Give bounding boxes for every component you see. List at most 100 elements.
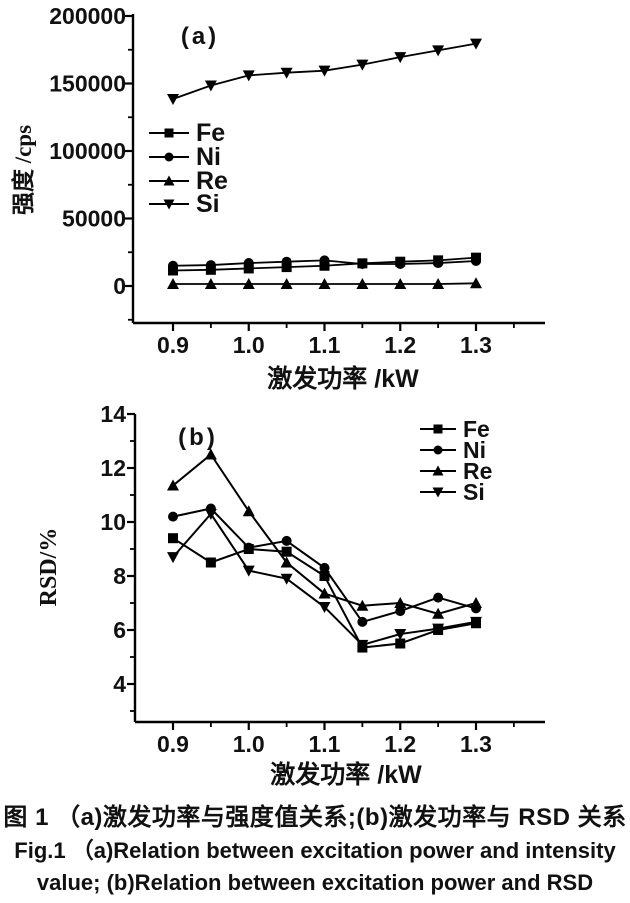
- series-Si-point: [242, 70, 255, 82]
- legend-label-Re: Re: [196, 167, 228, 195]
- chart-b-rsd-vs-power: 4 6 8 10 12 14 0.9 1.0 1.1 1.2 1.3 激发功率 /kW RSD/% (b)…: [36, 401, 545, 789]
- series-Si-point: [356, 59, 369, 71]
- y-tick-label: 14: [100, 401, 126, 427]
- series-Re-point: [242, 505, 255, 517]
- series-Ni-point: [281, 535, 292, 546]
- panel-label: (a): [181, 23, 219, 50]
- series-Re-point: [470, 597, 482, 608]
- series-Ni-point: [357, 258, 368, 269]
- legend-marker-Si: [163, 199, 175, 210]
- x-tick-label: 0.9: [157, 332, 189, 358]
- series-Ni-point: [395, 258, 406, 269]
- caption-english-line1: Fig.1 （a)Relation between excitation pow…: [14, 838, 616, 863]
- legend-marker-Ni: [164, 152, 174, 162]
- figure-caption: 图 1 （a)激发功率与强度值关系;(b)激发功率与 RSD 关系 Fig.1 …: [0, 795, 630, 899]
- legend-marker-Fe: [433, 424, 443, 434]
- y-tick-label: 10: [100, 509, 126, 535]
- series-Fe-point: [168, 533, 178, 544]
- x-tick-label: 1.2: [384, 731, 416, 757]
- panel-label: (b): [178, 424, 218, 451]
- series-Re-point: [470, 277, 482, 289]
- legend-marker-Fe: [164, 128, 174, 138]
- series-Fe-point: [281, 546, 292, 557]
- legend-marker-Si: [432, 487, 444, 498]
- series-Ni: [168, 255, 481, 271]
- series-Si-point: [204, 508, 217, 520]
- series-Ni-point: [433, 258, 444, 269]
- series-Ni-point: [319, 255, 330, 266]
- x-axis-title: 激发功率 /kW: [267, 364, 419, 393]
- x-tick-group: 0.9 1.0 1.1 1.2 1.3: [157, 323, 515, 358]
- series-Ni-point: [357, 616, 368, 627]
- x-tick-group: 0.9 1.0 1.1 1.2 1.3: [157, 722, 515, 757]
- series-Re-point: [432, 277, 445, 289]
- series-Re-point: [318, 587, 331, 599]
- series-Fe-point: [319, 571, 330, 581]
- series-Re: [167, 448, 482, 619]
- legend-label-Fe: Fe: [463, 416, 490, 442]
- series-Ni-point: [243, 542, 254, 553]
- x-axis-title: 激发功率 /kW: [270, 760, 422, 789]
- series-Re-point: [318, 277, 331, 289]
- series-Ni-point: [319, 562, 330, 573]
- series-Si-point: [167, 94, 179, 106]
- x-tick-label: 1.1: [309, 731, 341, 757]
- series-Re-point: [394, 597, 407, 608]
- series-Re-point: [280, 277, 293, 289]
- series-Re-point: [204, 277, 217, 289]
- series-Fe-point: [205, 557, 216, 568]
- x-tick-label: 1.1: [309, 332, 341, 358]
- series-Re-point: [280, 556, 293, 568]
- axes: [131, 14, 545, 325]
- chart-a-intensity-vs-power: 0 50000 100000 150000 200000 0.9 1.0 1.1 1.2 1.3 激…: [10, 3, 545, 393]
- y-tick-group: 4 6 8 10 12 14: [100, 401, 135, 712]
- series-Si-point: [318, 65, 331, 77]
- series-Si: [167, 508, 482, 651]
- y-axis-title: 强度 /cps: [10, 125, 36, 215]
- caption-english-line2: value; (b)Relation between excitation po…: [36, 870, 594, 895]
- legend-label-Si: Si: [196, 190, 220, 218]
- series-Si: [167, 38, 482, 106]
- series-Re: [167, 277, 482, 289]
- series-Re-point: [432, 607, 445, 619]
- series-Si-point: [394, 629, 407, 641]
- series-Ni-point: [281, 256, 292, 267]
- series-Ni-point: [243, 258, 254, 269]
- series-Si-point: [356, 639, 369, 651]
- series-Re-point: [394, 277, 407, 289]
- y-tick-label: 50000: [62, 206, 126, 232]
- x-tick-label: 1.0: [233, 731, 265, 757]
- series-Re-point: [356, 599, 369, 611]
- legend-label-Ni: Ni: [196, 143, 221, 171]
- x-tick-label: 1.2: [384, 332, 416, 358]
- legend-marker-Ni: [433, 445, 443, 455]
- series-Si-point: [394, 52, 407, 64]
- y-tick-label: 200000: [49, 3, 126, 29]
- series-Si-point: [280, 573, 293, 585]
- series-Si-point: [242, 565, 255, 577]
- legend-label-Si: Si: [463, 479, 485, 505]
- series-Ni-point: [395, 606, 406, 617]
- legend-label-Ni: Ni: [463, 437, 486, 463]
- x-tick-label: 0.9: [157, 731, 189, 757]
- legend-marker-Re: [432, 465, 444, 476]
- series-Fe-point: [281, 262, 292, 273]
- legend-label-Fe: Fe: [196, 119, 225, 147]
- series-Fe-point: [395, 638, 406, 649]
- series-Si-point: [432, 623, 445, 635]
- series-Si-point: [280, 67, 293, 79]
- series-Fe-point: [319, 260, 330, 271]
- caption-chinese: 图 1 （a)激发功率与强度值关系;(b)激发功率与 RSD 关系: [3, 804, 627, 831]
- series-Ni-point: [168, 260, 178, 271]
- y-tick-label: 0: [113, 273, 126, 299]
- series-Ni-point: [471, 256, 481, 267]
- series-Re-point: [167, 479, 179, 491]
- series-Si-point: [204, 80, 217, 92]
- series-Re-point: [242, 277, 255, 289]
- series-Si-point: [167, 552, 179, 564]
- x-tick-label: 1.3: [460, 731, 492, 757]
- y-tick-label: 150000: [49, 71, 126, 97]
- y-tick-group: 0 50000 100000 150000 200000: [49, 3, 133, 321]
